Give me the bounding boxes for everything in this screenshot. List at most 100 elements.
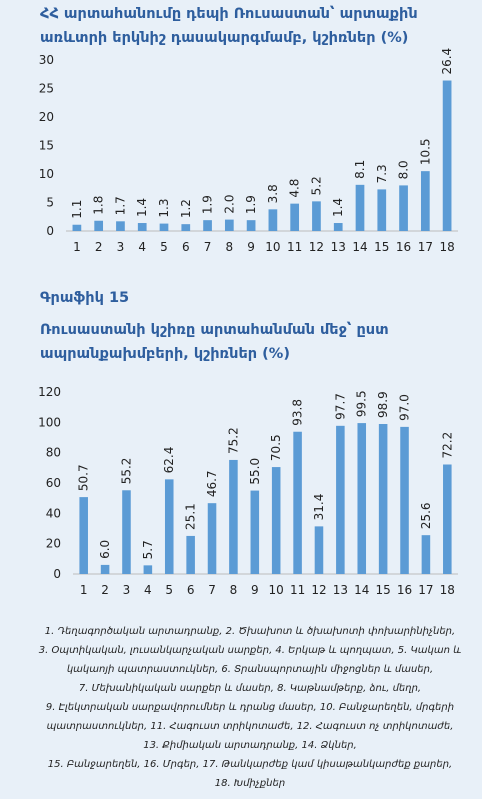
x-tick-label: 14 [354, 583, 369, 597]
x-tick-label: 11 [287, 240, 302, 254]
bar [79, 497, 88, 574]
x-tick-label: 12 [311, 583, 326, 597]
data-label: 5.7 [141, 540, 155, 559]
y-tick-label: 20 [39, 110, 54, 124]
chart: 0 5 10 15 20 25 30 1 1.1 2 1.8 3 1.7 4 1.4 5 1.3 6 1.2 7 1.9… [39, 48, 458, 254]
bar [312, 201, 321, 231]
x-tick-label: 3 [117, 240, 125, 254]
data-label: 1.7 [113, 196, 127, 215]
x-tick-label: 7 [208, 583, 216, 597]
x-tick-label: 9 [251, 583, 259, 597]
x-tick-label: 10 [265, 240, 280, 254]
chart-title: Ռուսաստանի կշիռը արտահանման մեջ՝ ըստ ապր… [40, 322, 389, 362]
data-label: 5.2 [309, 176, 323, 195]
x-tick-label: 10 [269, 583, 284, 597]
bar [271, 467, 281, 574]
x-tick-label: 15 [375, 583, 390, 597]
data-label: 1.2 [179, 199, 193, 218]
footnote-line: 9. Էլեկտրական սարքավորումներ և դրանց մաս… [45, 702, 455, 713]
data-label: 8.0 [397, 160, 411, 179]
footnote-line: պատրաստուկներ, 11. Հագուստ տրիկոտաժե, 12… [46, 721, 454, 732]
y-tick-label: 80 [46, 446, 61, 460]
y-tick-label: 15 [39, 139, 54, 153]
bar [377, 189, 387, 231]
data-label: 10.5 [418, 138, 432, 165]
bar [378, 424, 388, 574]
bar [290, 203, 300, 231]
bar [122, 490, 131, 574]
data-label: 46.7 [205, 470, 219, 497]
x-tick-label: 2 [101, 583, 109, 597]
y-tick-label: 30 [39, 53, 54, 67]
data-label: 97.0 [398, 394, 412, 421]
bar [159, 223, 169, 231]
x-tick-label: 1 [80, 583, 88, 597]
bar [336, 425, 345, 574]
x-tick-label: 4 [144, 583, 152, 597]
y-tick-label: 100 [38, 415, 61, 429]
footnote-line: 18. Խմիչքներ [214, 778, 286, 789]
data-label: 26.4 [440, 48, 454, 75]
chart: 0 20 40 60 80 100 120 1 50.7 2 6.0 3 55.2 4 5.7 5 62.4 6 2… [38, 385, 458, 597]
bar [420, 171, 430, 231]
data-label: 1.8 [92, 196, 106, 215]
x-tick-label: 16 [397, 583, 412, 597]
x-tick-label: 6 [187, 583, 195, 597]
footnote-line: 15. Բանջարեղեն, 16. Մրգեր, 17. Թանկարժեք… [47, 759, 453, 770]
data-label: 1.9 [244, 195, 258, 214]
bar [186, 535, 195, 574]
data-label: 75.2 [226, 427, 240, 454]
data-label: 55.2 [119, 458, 133, 485]
x-tick-label: 17 [418, 583, 433, 597]
x-tick-label: 12 [309, 240, 324, 254]
y-tick-label: 60 [46, 476, 61, 490]
y-tick-label: 0 [53, 567, 61, 581]
y-tick-label: 120 [38, 385, 61, 399]
data-label: 2.0 [222, 195, 236, 214]
footnote-line: 13. Քիմիական արտադրանք, 14. Ձկներ, [143, 740, 357, 751]
x-tick-label: 18 [440, 583, 455, 597]
data-label: 98.9 [376, 391, 390, 418]
x-tick-label: 13 [331, 240, 346, 254]
data-label: 25.6 [419, 502, 433, 529]
y-tick-label: 25 [39, 82, 54, 96]
bar [333, 223, 343, 231]
data-label: 6.0 [98, 540, 112, 559]
footnote-line: 7. Մեխանիկական սարքեր և մասեր, 8. Կաթնամ… [78, 683, 422, 694]
bar [314, 526, 324, 574]
bar [100, 564, 110, 574]
data-label: 25.1 [184, 503, 198, 530]
data-label: 8.1 [353, 160, 367, 179]
bar [181, 224, 191, 231]
data-label: 55.0 [248, 458, 262, 485]
bar [399, 185, 408, 231]
bar [421, 535, 431, 574]
y-tick-label: 10 [39, 167, 54, 181]
x-tick-label: 8 [230, 583, 238, 597]
data-label: 1.4 [135, 198, 149, 217]
data-label: 1.9 [201, 195, 215, 214]
x-tick-label: 3 [123, 583, 131, 597]
chart-title: ՀՀ արտահանումը դեպի Ռուսաստան՝ արտաքին ա… [40, 6, 418, 46]
x-tick-label: 17 [418, 240, 433, 254]
footnote-line: կակաոյի պատրաստուկներ, 6. Տրանսպորտային … [66, 664, 434, 675]
bar [293, 431, 302, 574]
data-label: 1.3 [157, 198, 171, 217]
data-label: 50.7 [77, 464, 91, 491]
data-label: 97.7 [333, 393, 347, 420]
chart-label: Գրաֆիկ 15 [40, 290, 130, 306]
data-label: 7.3 [375, 164, 389, 183]
bar [116, 221, 125, 231]
data-label: 72.2 [440, 432, 454, 459]
x-tick-label: 5 [160, 240, 168, 254]
x-tick-label: 5 [165, 583, 173, 597]
y-tick-label: 40 [46, 506, 61, 520]
bar [137, 223, 147, 231]
bar [355, 184, 365, 231]
data-label: 3.8 [266, 184, 280, 203]
bar [207, 503, 217, 574]
data-label: 70.5 [269, 434, 283, 461]
bar [94, 220, 104, 231]
x-tick-label: 11 [290, 583, 305, 597]
